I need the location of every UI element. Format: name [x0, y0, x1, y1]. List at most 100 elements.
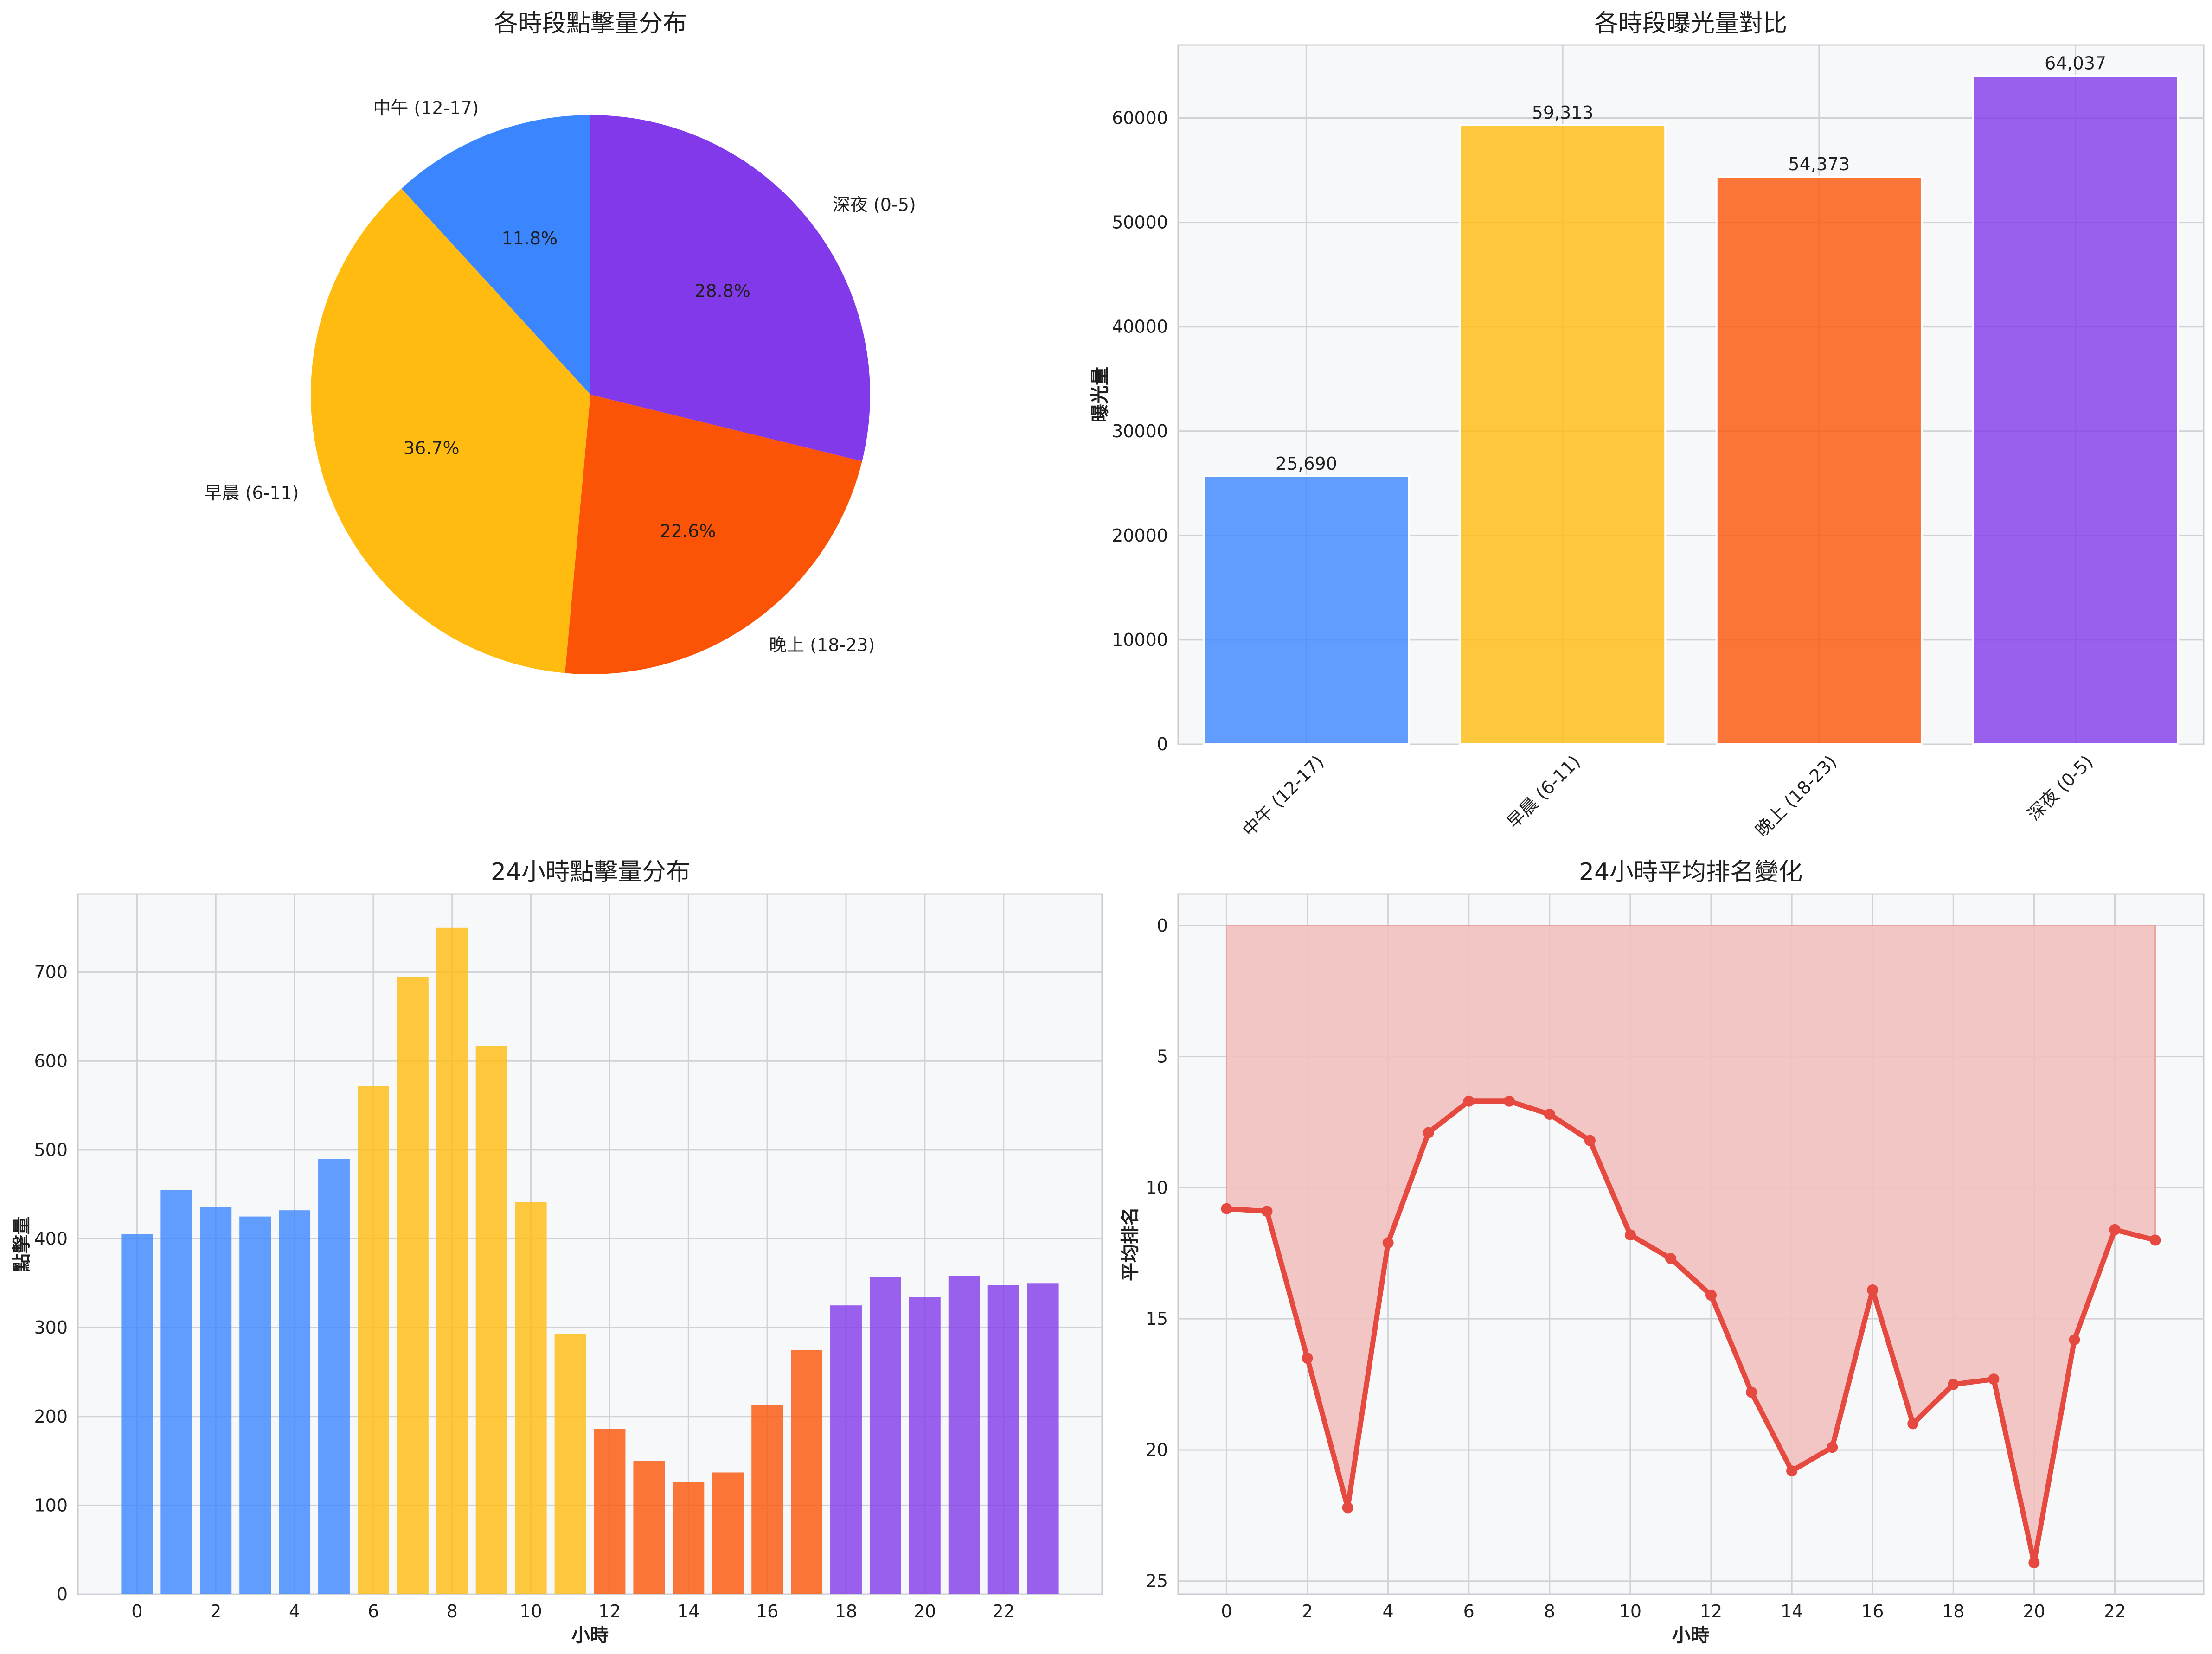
hourly-click-bar [791, 1350, 823, 1594]
impression-value-label: 54,373 [1788, 154, 1850, 174]
x-tick-label: 22 [993, 1601, 1015, 1622]
y-tick-label: 100 [34, 1495, 68, 1515]
y-tick-label: 15 [1146, 1309, 1168, 1329]
rank-point [1746, 1386, 1757, 1398]
hourly-click-bar [515, 1202, 547, 1594]
pie-percent-label: 22.6% [660, 521, 716, 542]
hourly-click-bar [397, 977, 429, 1594]
hourly-click-bar [830, 1305, 862, 1594]
y-tick-label: 0 [57, 1584, 68, 1604]
rank-point [1705, 1290, 1717, 1301]
rank-point [1786, 1465, 1798, 1477]
y-tick-label: 30000 [1112, 421, 1168, 441]
hourly-click-bar [633, 1461, 665, 1594]
rank-point [1584, 1135, 1596, 1146]
hourly-click-bar [948, 1276, 980, 1594]
hourly-rank-ylabel: 平均排名 [1120, 1207, 1141, 1281]
rank-point [1544, 1109, 1555, 1120]
y-tick-label: 5 [1157, 1047, 1168, 1067]
rank-point [1624, 1229, 1636, 1241]
x-tick-label: 2 [1302, 1601, 1313, 1622]
x-tick-label: 14 [1781, 1601, 1803, 1622]
hourly-click-bar [1027, 1283, 1059, 1594]
x-tick-label: 14 [677, 1601, 699, 1622]
hourly-click-bar [200, 1207, 232, 1594]
rank-point [1423, 1127, 1434, 1138]
x-tick-label: 中午 (12-17) [1238, 751, 1327, 840]
hourly-click-bar [357, 1086, 389, 1594]
impression-value-label: 64,037 [2045, 53, 2106, 74]
rank-point [1382, 1237, 1394, 1249]
pie-slice [590, 115, 870, 461]
pie-slice [310, 188, 590, 673]
pie-percent-label: 11.8% [501, 228, 558, 249]
hourly-rank-chart-title: 24小時平均排名變化 [1579, 858, 1802, 886]
impression-chart-title: 各時段曝光量對比 [1594, 10, 1787, 38]
rank-point [1302, 1353, 1313, 1364]
pie-slice [565, 395, 862, 674]
x-tick-label: 晚上 (18-23) [1751, 751, 1840, 840]
x-tick-label: 0 [131, 1601, 142, 1622]
rank-point [2069, 1334, 2080, 1346]
pie-category-label: 中午 (12-17) [373, 98, 479, 118]
x-tick-label: 16 [1861, 1601, 1884, 1622]
impression-bar [1972, 75, 2179, 746]
rank-point [1948, 1379, 1959, 1390]
impression-ylabel: 曝光量 [1090, 367, 1111, 422]
rank-point [1261, 1206, 1273, 1217]
y-tick-label: 10 [1146, 1177, 1168, 1198]
x-tick-label: 10 [519, 1601, 542, 1622]
y-tick-label: 700 [34, 962, 68, 983]
hourly-click-bar [436, 927, 468, 1594]
hourly-click-bar [673, 1482, 705, 1594]
impression-value-label: 59,313 [1532, 102, 1594, 123]
hourly-click-bar [121, 1234, 153, 1594]
hourly-click-bar [554, 1334, 586, 1594]
rank-line [1226, 1098, 2156, 1565]
x-tick-label: 20 [914, 1601, 936, 1622]
y-tick-label: 50000 [1112, 212, 1168, 233]
x-tick-label: 18 [1942, 1601, 1964, 1622]
rank-point [2109, 1224, 2121, 1235]
hourly-click-bar [909, 1297, 941, 1594]
y-tick-label: 0 [1157, 915, 1168, 936]
y-tick-label: 20000 [1112, 525, 1168, 546]
impression-bar-chart-panel: 各時段曝光量對比 25,690 59,313 54,373 64,037 0 10000… [1090, 10, 2205, 841]
rank-point [1221, 1203, 1232, 1214]
pie-percent-label: 36.7% [404, 438, 460, 459]
hourly-click-ylabel: 點擊量 [11, 1216, 32, 1272]
x-tick-label: 0 [1221, 1601, 1232, 1622]
hourly-rank-xlabel: 小時 [1672, 1625, 1709, 1646]
pie-category-label: 早晨 (6-11) [205, 483, 299, 503]
x-tick-label: 20 [2023, 1601, 2045, 1622]
pie-slice [401, 115, 590, 395]
x-tick-label: 早晨 (6-11) [1503, 751, 1584, 832]
rank-point [1342, 1502, 1353, 1514]
rank-point [1907, 1418, 1919, 1430]
y-tick-label: 200 [34, 1406, 68, 1427]
pie-chart-title: 各時段點擊量分布 [494, 10, 687, 38]
x-tick-label: 8 [1544, 1601, 1555, 1622]
y-tick-label: 0 [1157, 734, 1168, 754]
rank-point [1827, 1442, 1838, 1453]
hourly-click-bar [160, 1190, 192, 1594]
hourly-click-chart-title: 24小時點擊量分布 [491, 858, 690, 886]
hourly-click-bar [318, 1159, 350, 1594]
rank-point [1665, 1253, 1676, 1264]
y-tick-label: 60000 [1112, 108, 1168, 128]
hourly-click-bar [751, 1405, 783, 1594]
y-tick-label: 20 [1146, 1440, 1168, 1460]
impression-bar [1203, 475, 1410, 746]
y-tick-label: 400 [34, 1229, 68, 1249]
y-tick-label: 600 [34, 1051, 68, 1071]
impression-bar [1715, 176, 1923, 745]
x-tick-label: 12 [598, 1601, 621, 1622]
hourly-click-bar-chart-panel: 24小時點擊量分布 0 100 200 300 400 500 600 700 0 2 4 6 8 10 1… [11, 858, 1103, 1646]
hourly-click-bar [239, 1216, 271, 1594]
x-tick-label: 4 [1383, 1601, 1394, 1622]
y-tick-label: 300 [34, 1317, 68, 1338]
x-tick-label: 8 [447, 1601, 458, 1622]
x-tick-label: 2 [210, 1601, 221, 1622]
rank-point [2028, 1557, 2040, 1569]
